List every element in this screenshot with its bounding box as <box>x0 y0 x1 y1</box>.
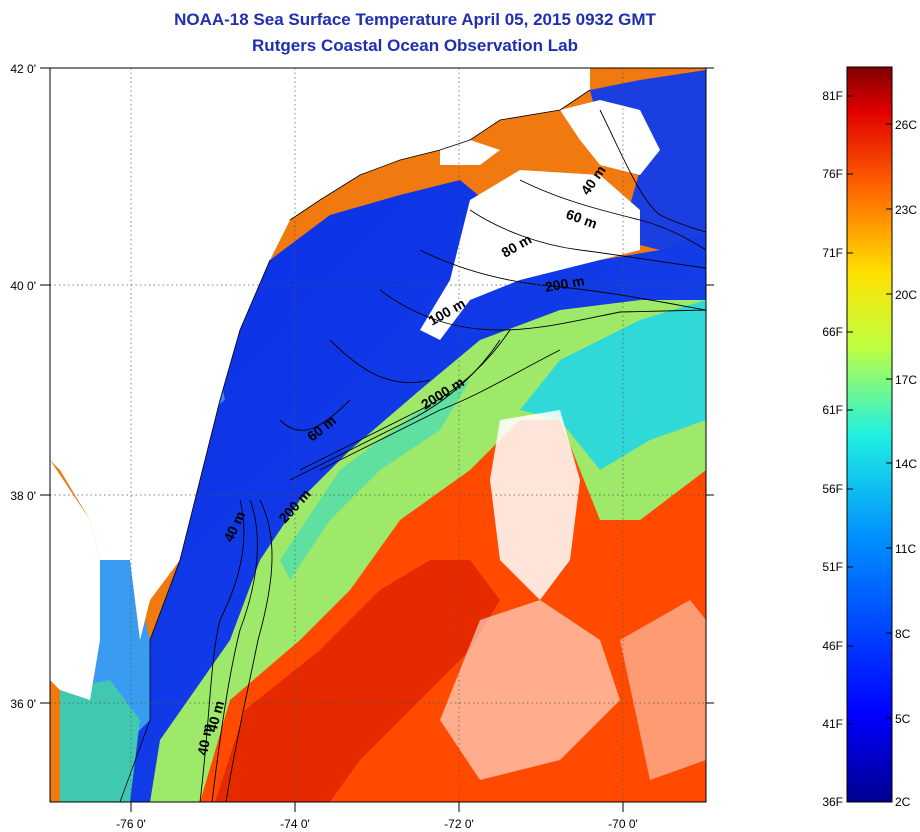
lon-tick-label: -70 0' <box>608 817 638 831</box>
colorbar-f-label: 46F <box>822 639 843 653</box>
latitude-labels: 42 0' 40 0' 38 0' 36 0' <box>10 62 36 711</box>
colorbar-c-label: 8C <box>895 627 911 641</box>
map-title: NOAA-18 Sea Surface Temperature April 05… <box>174 10 656 29</box>
cloud-cover-offshore <box>490 410 580 600</box>
map-subtitle: Rutgers Coastal Ocean Observation Lab <box>252 36 578 55</box>
map-frame <box>49 67 707 803</box>
gulf-stream-core <box>215 560 500 802</box>
colorbar-f-label: 81F <box>822 89 843 103</box>
colorbar-fahrenheit-labels: 81F 76F 71F 66F 61F 56F 51F 46F 41F 36F <box>822 89 843 809</box>
colorbar-f-label: 76F <box>822 167 843 181</box>
graticule <box>50 68 706 802</box>
coastline-north <box>289 89 591 221</box>
lat-tick-label: 38 0' <box>10 489 36 503</box>
cloud-cover-south <box>440 600 620 780</box>
land-delmarva <box>120 330 200 520</box>
colorbar-c-label: 17C <box>895 373 917 387</box>
colorbar-c-label: 5C <box>895 712 911 726</box>
shelf-water-cold <box>120 180 706 802</box>
land-mainland <box>50 68 590 640</box>
colorbar-f-label: 51F <box>822 560 843 574</box>
isobath-label: 200 m <box>544 272 586 295</box>
isobath-lines <box>199 109 706 802</box>
isobath-label: 40 m <box>203 699 227 734</box>
colorbar-f-label: 71F <box>822 246 843 260</box>
slope-water-teal <box>520 300 706 470</box>
colorbar <box>846 66 893 803</box>
longitude-labels: -76 0' -74 0' -72 0' -70 0' <box>116 817 638 831</box>
land-cape-cod <box>560 100 660 175</box>
colorbar-c-label: 20C <box>895 288 917 302</box>
lon-tick-label: -72 0' <box>444 817 474 831</box>
lat-tick-label: 42 0' <box>10 62 36 76</box>
colorbar-f-label: 41F <box>822 717 843 731</box>
colorbar-f-label: 61F <box>822 403 843 417</box>
lon-tick-label: -76 0' <box>116 817 146 831</box>
isobath-label: 40 m <box>194 722 215 756</box>
colorbar-c-label: 26C <box>895 118 917 132</box>
colorbar-c-label: 11C <box>895 542 916 556</box>
coastline <box>119 259 271 802</box>
cloud-cover-southeast <box>620 600 706 780</box>
slope-eddy <box>280 380 470 580</box>
colorbar-c-label: 23C <box>895 203 917 217</box>
colorbar-c-label: 14C <box>895 457 917 471</box>
colorbar-f-label: 36F <box>822 795 843 809</box>
cloud-cover-shelf <box>420 170 640 340</box>
frame-ticks <box>40 67 714 812</box>
lat-tick-label: 36 0' <box>10 697 36 711</box>
colorbar-c-label: 2C <box>895 795 911 809</box>
land-long-island <box>440 140 500 165</box>
lon-tick-label: -74 0' <box>280 817 310 831</box>
lat-tick-label: 40 0' <box>10 279 36 293</box>
land-virginia <box>50 460 100 700</box>
colorbar-celsius-labels: 26C 23C 20C 17C 14C 11C 8C 5C 2C <box>895 118 917 809</box>
colorbar-f-label: 66F <box>822 325 843 339</box>
colorbar-f-label: 56F <box>822 482 843 496</box>
colorbar-ticks <box>847 95 892 725</box>
pamlico-sound-water <box>60 680 140 802</box>
